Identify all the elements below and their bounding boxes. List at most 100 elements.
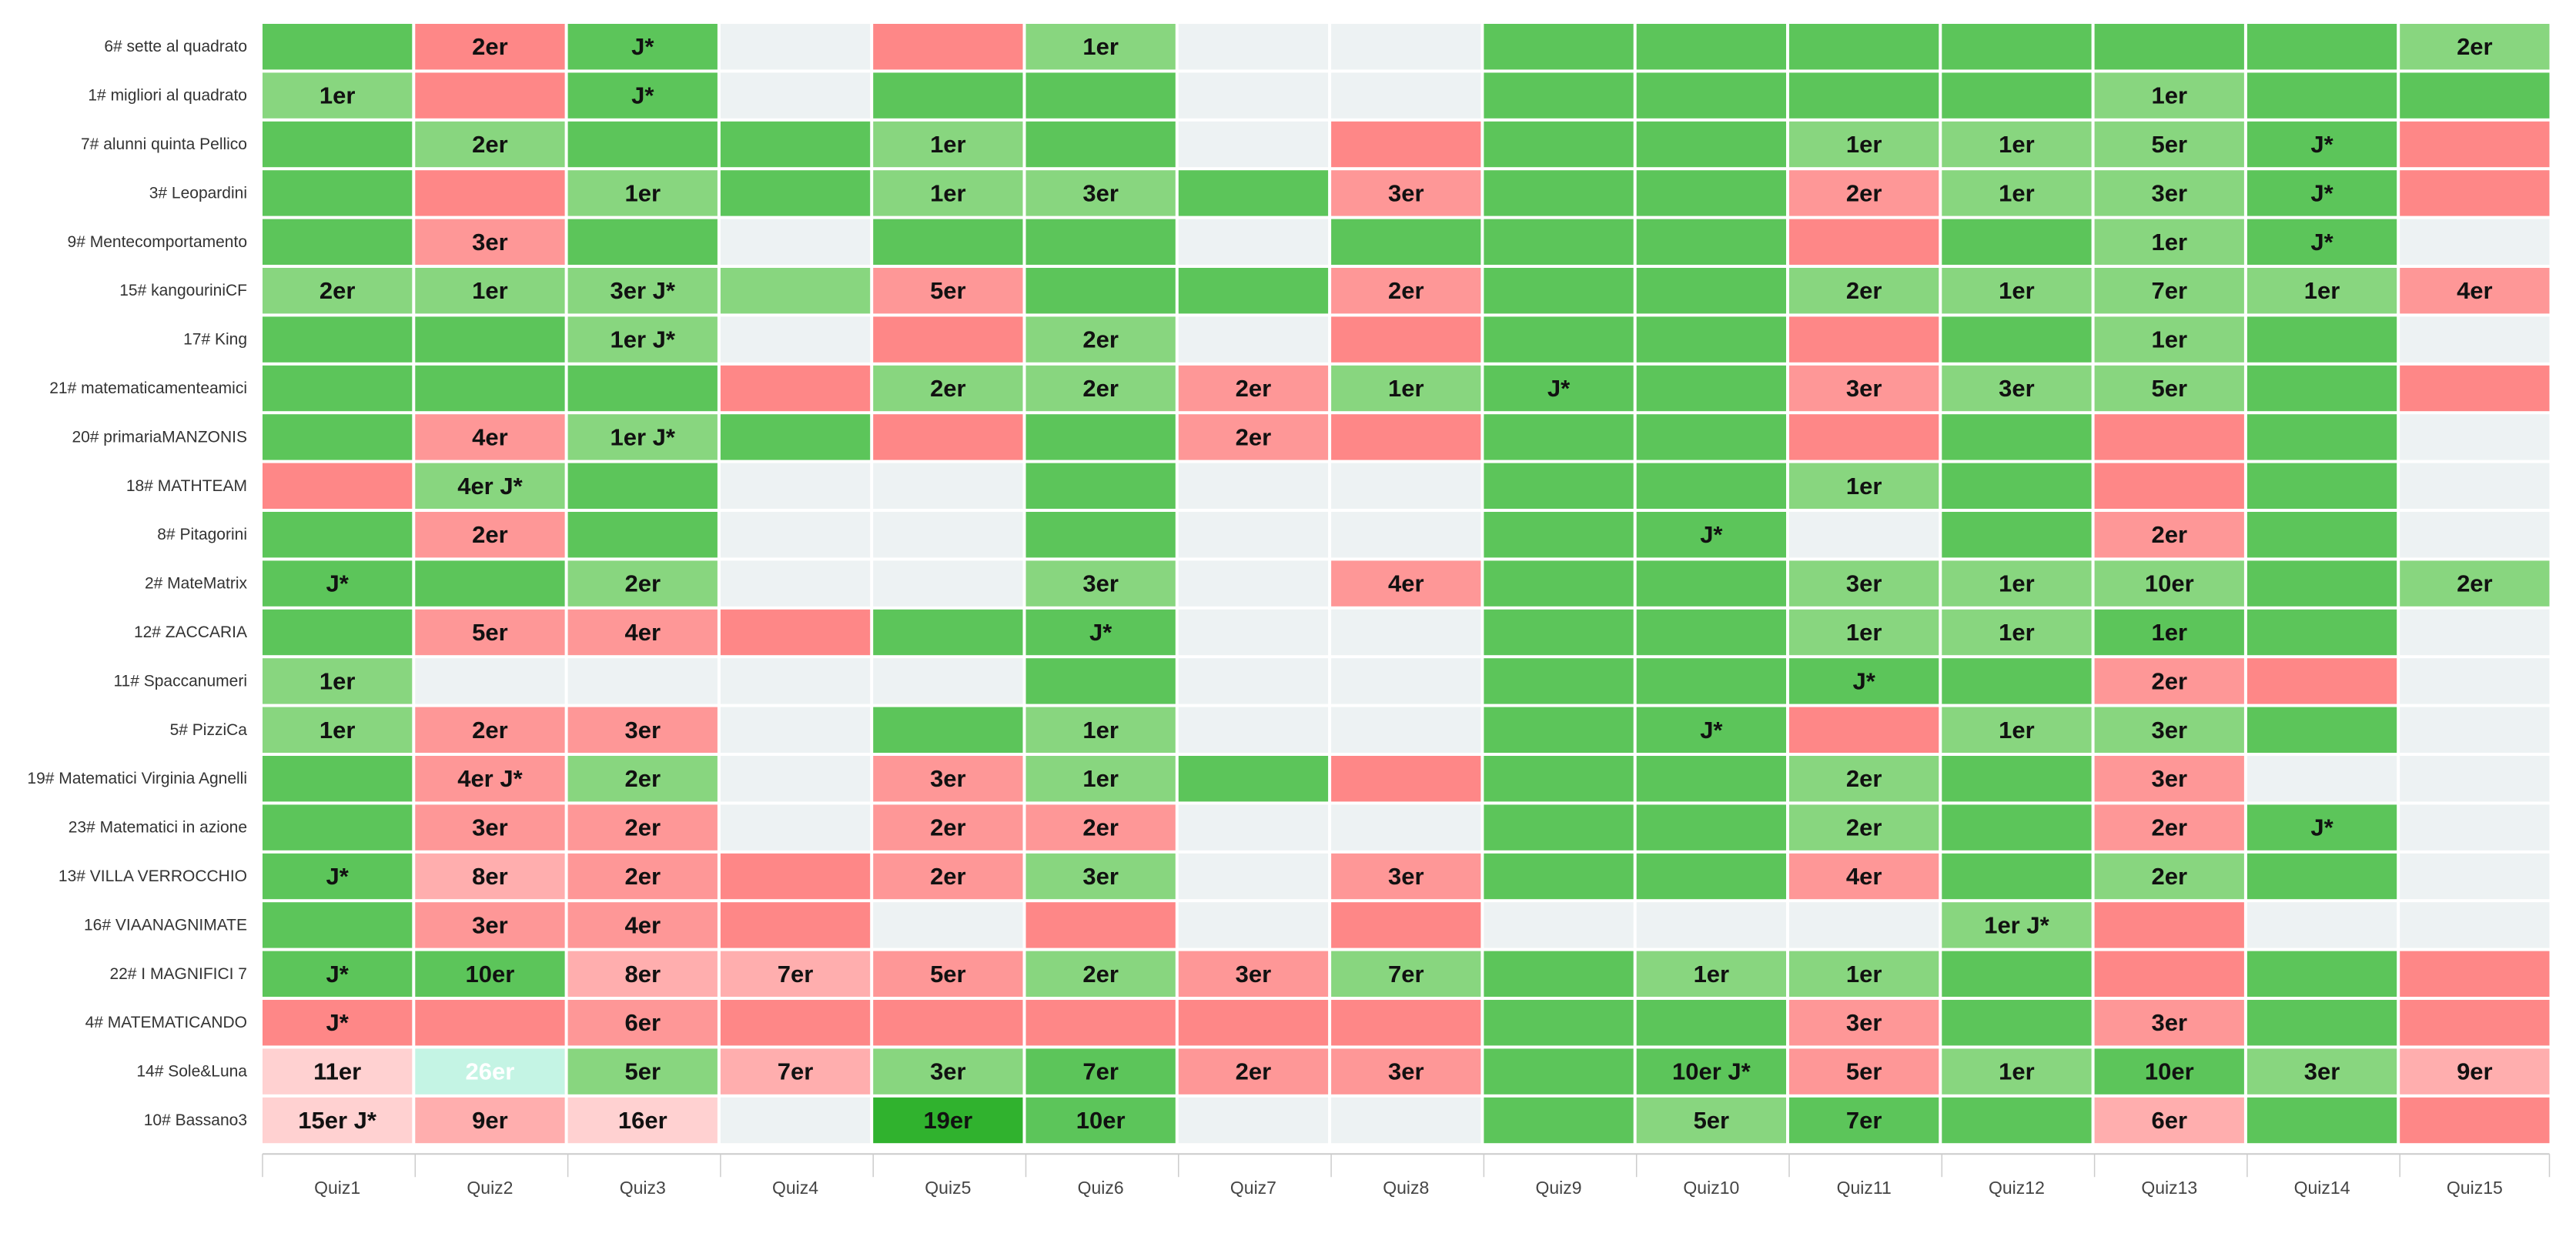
heatmap-cell	[1789, 756, 1939, 802]
heatmap-cell	[415, 463, 565, 509]
cell-label: 2er	[1846, 765, 1882, 792]
heatmap-cell	[720, 414, 871, 460]
heatmap-cell	[1942, 951, 2092, 997]
cell-label: 2er	[930, 814, 966, 841]
heatmap-cell	[567, 365, 718, 412]
heatmap-cell	[2246, 560, 2397, 607]
cell-label: 1er	[1999, 570, 2035, 597]
heatmap-cell	[720, 707, 871, 753]
cell-label: 3er	[1846, 375, 1882, 402]
heatmap-cell	[1484, 756, 1634, 802]
heatmap-cell	[1789, 268, 1939, 314]
cell-label: 3er	[2151, 765, 2187, 792]
heatmap-cell	[1484, 268, 1634, 314]
heatmap-cell	[2400, 658, 2550, 704]
heatmap-cell	[873, 707, 1023, 753]
heatmap-cell	[2246, 219, 2397, 265]
heatmap-cell	[1484, 951, 1634, 997]
heatmap-cell	[873, 804, 1023, 851]
heatmap-cell	[1789, 170, 1939, 216]
heatmap-cell	[415, 1048, 565, 1095]
heatmap-cell	[2246, 463, 2397, 509]
heatmap-cell	[720, 219, 871, 265]
heatmap-cell	[873, 24, 1023, 70]
heatmap-cell	[1178, 951, 1329, 997]
heatmap-cell	[873, 170, 1023, 216]
cell-label: 3er	[1999, 375, 2035, 402]
cell-label: J*	[326, 961, 349, 988]
heatmap-cell	[263, 512, 413, 558]
heatmap-cell	[1484, 804, 1634, 851]
heatmap-cell	[1484, 853, 1634, 900]
cell-label: 8er	[624, 961, 661, 988]
heatmap-cell	[2400, 268, 2550, 314]
cell-label: 3er	[2151, 179, 2187, 206]
heatmap-cell	[2400, 1097, 2550, 1144]
cell-label: 4er	[624, 619, 661, 646]
heatmap-cell	[1636, 316, 1786, 363]
heatmap-cell	[1484, 72, 1634, 119]
cell-label: 4er	[1388, 570, 1424, 597]
cell-label: 2er	[472, 33, 508, 60]
cell-label: 2er	[1846, 277, 1882, 304]
heatmap-cell	[1789, 219, 1939, 265]
heatmap-cell	[1942, 609, 2092, 656]
row-label: 13# VILLA VERROCCHIO	[59, 867, 247, 885]
cell-label: 1er	[1388, 375, 1424, 402]
cell-label: 2er	[1846, 814, 1882, 841]
cell-label: 6er	[624, 1009, 661, 1036]
column-label: Quiz14	[2294, 1178, 2350, 1198]
heatmap-cell	[1484, 609, 1634, 656]
heatmap-cell	[1331, 853, 1481, 900]
cell-label: 2er	[930, 863, 966, 890]
heatmap-cell	[567, 756, 718, 802]
heatmap-cell	[1484, 463, 1634, 509]
heatmap-cell	[2400, 1000, 2550, 1046]
heatmap-cell	[415, 951, 565, 997]
heatmap-cell	[2400, 951, 2550, 997]
heatmap-cell	[1942, 170, 2092, 216]
heatmap-cell	[1025, 560, 1176, 607]
cell-label: 3er	[472, 911, 508, 938]
heatmap-cell	[1331, 414, 1481, 460]
heatmap-cell	[1636, 1000, 1786, 1046]
heatmap-cell	[1331, 951, 1481, 997]
heatmap-cell	[1025, 365, 1176, 412]
cell-label: 9er	[2457, 1058, 2493, 1085]
heatmap-cell	[1178, 365, 1329, 412]
cell-label: J*	[2310, 131, 2333, 158]
heatmap-cell	[1025, 804, 1176, 851]
heatmap-cell	[720, 170, 871, 216]
heatmap-cell	[2246, 72, 2397, 119]
heatmap-cell	[263, 1000, 413, 1046]
column-label: Quiz5	[925, 1178, 971, 1198]
heatmap-cell	[1025, 756, 1176, 802]
heatmap-cell	[415, 316, 565, 363]
heatmap-cell	[1942, 121, 2092, 168]
heatmap-cell	[2246, 365, 2397, 412]
cell-label: 2er	[624, 863, 661, 890]
heatmap-cell	[2400, 121, 2550, 168]
cell-label: 1er	[930, 179, 966, 206]
row-label: 4# MATEMATICANDO	[85, 1014, 247, 1031]
heatmap-cell	[1331, 707, 1481, 753]
heatmap-cell	[873, 463, 1023, 509]
cell-label: 1er J*	[611, 423, 676, 450]
heatmap-cell	[1178, 560, 1329, 607]
heatmap-cell	[263, 609, 413, 656]
cell-label: 1er	[930, 131, 966, 158]
cell-label: 2er	[1082, 814, 1119, 841]
cell-label: 2er	[2151, 667, 2187, 694]
cell-label: J*	[1700, 717, 1723, 744]
heatmap-cell	[1636, 414, 1786, 460]
column-label: Quiz13	[2141, 1178, 2197, 1198]
cell-label: 1er	[319, 717, 356, 744]
row-label: 5# PizziCa	[170, 721, 248, 739]
heatmap-cell	[873, 902, 1023, 948]
heatmap-cell	[1025, 1000, 1176, 1046]
heatmap-cell	[1178, 219, 1329, 265]
cell-label: 3er	[930, 765, 966, 792]
heatmap-cell	[2094, 414, 2244, 460]
heatmap-cell	[1789, 121, 1939, 168]
heatmap-cell	[567, 1048, 718, 1095]
